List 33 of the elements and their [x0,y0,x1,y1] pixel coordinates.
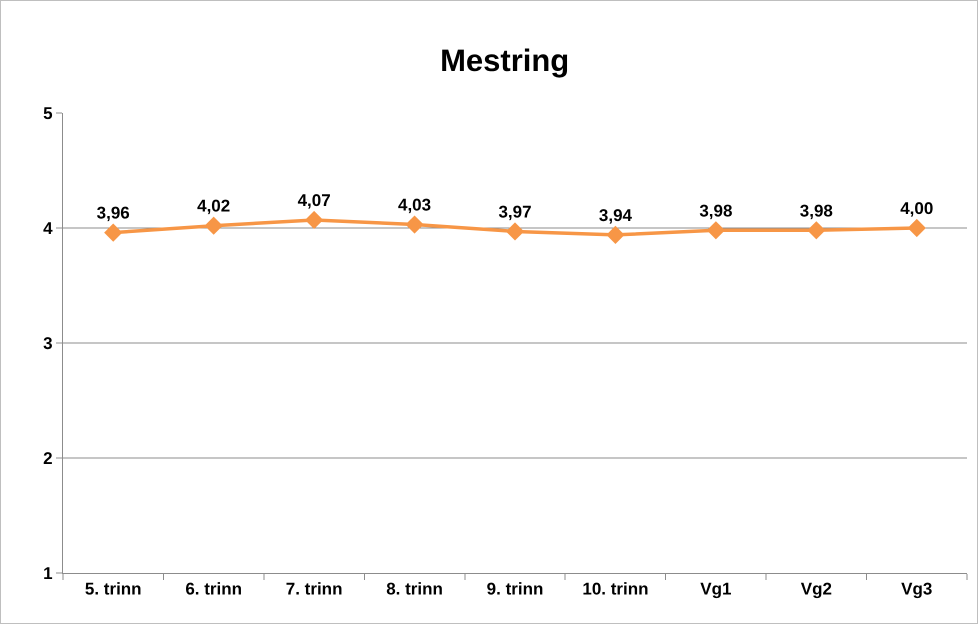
data-label: 3,98 [699,201,732,220]
x-tick-label: 7. trinn [286,579,342,598]
x-tick-label: 8. trinn [386,579,443,598]
point [104,224,122,242]
data-label: 3,94 [598,206,633,225]
point [908,218,926,238]
data-label: 4,02 [197,196,230,216]
point [807,221,826,240]
y-tick-label: 4 [43,218,54,238]
y-tick-label: 2 [43,448,53,468]
data-label: 4,07 [298,190,331,210]
point [606,226,625,244]
x-tick-label: 6. trinn [185,579,242,598]
data-label: 4,00 [900,199,934,218]
x-tick-label: 9. trinn [486,579,544,598]
x-tick-label: Vg1 [700,579,732,598]
point [405,215,424,234]
x-tick-label: 5. trinn [84,579,142,598]
data-label: 3,96 [96,204,130,223]
x-tick-label: 10. trinn [582,579,649,598]
point [305,210,324,230]
y-tick-label: 3 [43,334,53,353]
point [204,216,223,235]
x-tick-label: Vg3 [901,579,932,598]
y-tick-label: 5 [43,104,53,123]
chart-title: Mestring [440,43,570,78]
x-tick-label: Vg2 [800,579,832,598]
point [506,222,524,241]
data-label: 3,98 [800,201,833,220]
data-label: 3,97 [498,202,532,222]
y-tick-label: 1 [43,564,53,583]
data-label: 4,03 [398,196,432,215]
point [706,221,725,240]
